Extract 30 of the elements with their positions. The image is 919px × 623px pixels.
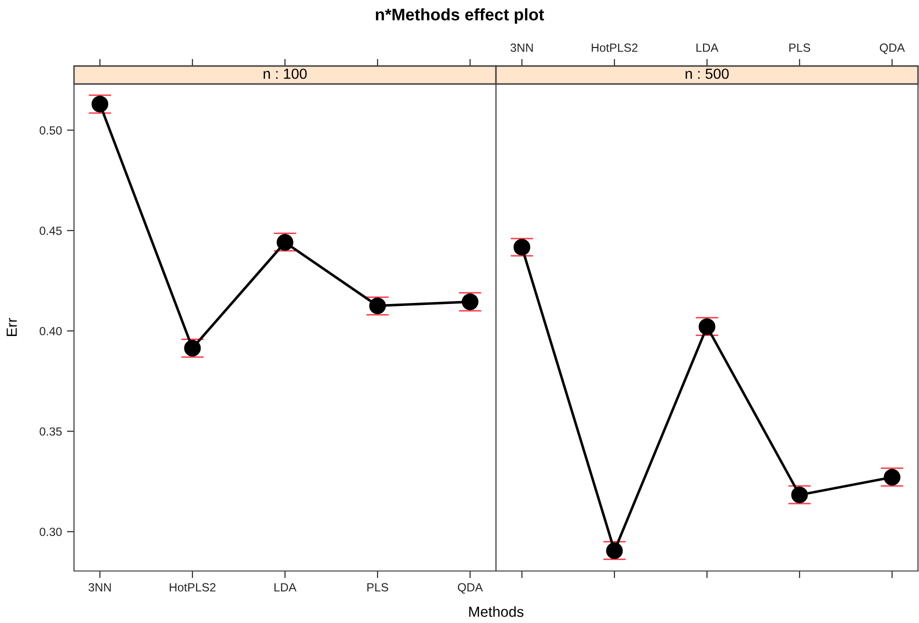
point: [462, 293, 478, 310]
x-tick-label: QDA: [458, 583, 483, 594]
point: [276, 234, 294, 251]
point: [884, 468, 900, 486]
x-tick-label: QDA: [880, 44, 905, 54]
y-tick-label: 0.30: [40, 528, 62, 536]
chart-subtitle: n : 500: [686, 68, 729, 79]
x-tick-label: HotPLS2: [170, 583, 216, 592]
point: [92, 96, 108, 112]
x-tick-label: PLS: [367, 583, 388, 592]
x-tick-label: 3NN: [88, 583, 111, 592]
x-tick-label: LDA: [696, 44, 718, 52]
x-tick-label: HotPLS2: [592, 44, 638, 52]
y-tick-label: 0.40: [40, 326, 62, 336]
x-tick-label: PLS: [789, 44, 810, 52]
point: [369, 297, 386, 314]
point: [698, 318, 716, 336]
chart-title: n*Methods effect plot: [376, 8, 544, 24]
x-tick-label: LDA: [274, 583, 296, 592]
point: [184, 340, 201, 357]
x-axis-title: Methods: [469, 606, 524, 617]
point: [791, 486, 808, 504]
y-tick-label: 0.50: [40, 126, 62, 135]
x-tick-label: 3NN: [510, 44, 533, 52]
chart-subtitle: n : 100: [264, 68, 307, 79]
y-axis-title: Err: [6, 318, 17, 336]
point: [514, 238, 530, 256]
y-tick-label: 0.35: [40, 427, 62, 436]
y-tick-label: 0.45: [40, 226, 62, 235]
point: [606, 542, 623, 560]
